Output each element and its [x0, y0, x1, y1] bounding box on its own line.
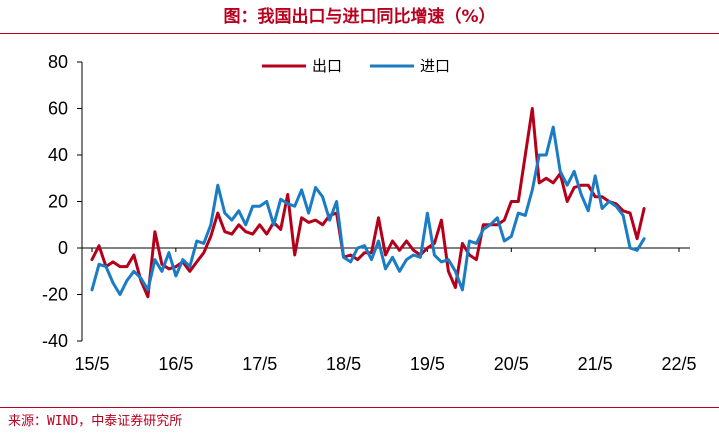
y-tick-label: 40 — [48, 145, 68, 165]
x-tick-label: 20/5 — [494, 354, 529, 374]
x-tick-label: 15/5 — [74, 354, 109, 374]
y-tick-label: 80 — [48, 52, 68, 72]
title-divider — [0, 33, 719, 34]
chart-title: 图：我国出口与进口同比增速（%） — [223, 7, 496, 27]
footer-divider — [0, 407, 719, 408]
import-series-line — [90, 125, 646, 296]
x-tick-label: 22/5 — [661, 354, 696, 374]
y-tick-label: -40 — [42, 331, 68, 351]
y-tick-label: 20 — [48, 192, 68, 212]
y-tick-label: 0 — [58, 238, 68, 258]
line-chart: 80 60 40 20 0 -20 -40 15/5 16/5 17/5 18/5 19/5 20/5 2… — [42, 52, 697, 374]
source-note: 来源：WIND，中泰证券研究所 — [8, 414, 183, 429]
x-tick-label: 19/5 — [410, 354, 445, 374]
x-tick-label: 17/5 — [242, 354, 277, 374]
x-tick-label: 21/5 — [578, 354, 613, 374]
y-tick-label: -20 — [42, 285, 68, 305]
x-tick-label: 18/5 — [326, 354, 361, 374]
y-tick-label: 60 — [48, 99, 68, 119]
x-tick-label: 16/5 — [158, 354, 193, 374]
legend-label-import: 进口 — [420, 57, 450, 75]
legend-label-export: 出口 — [312, 57, 342, 75]
